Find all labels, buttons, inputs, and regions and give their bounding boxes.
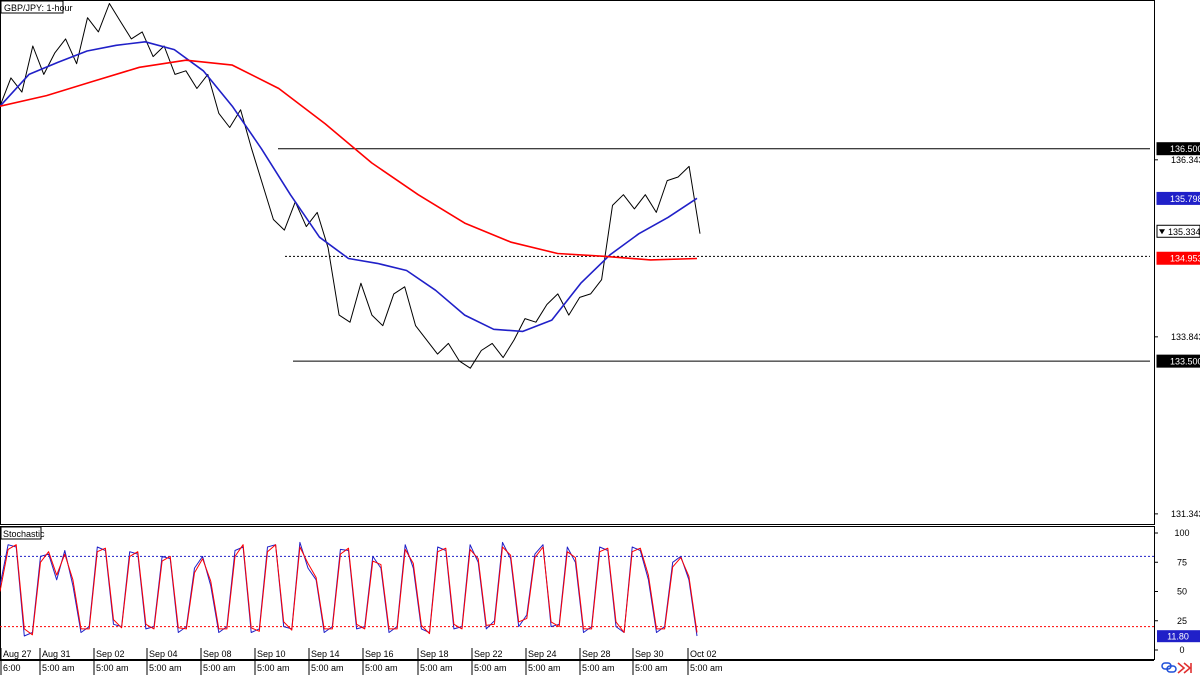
stochastic-d-line <box>0 544 698 636</box>
price-tag-1: 135.798 <box>1156 191 1200 205</box>
stochastic-axis: 100 75 50 25 0 <box>1154 528 1190 655</box>
price-tag-label: 136.500 <box>1170 144 1200 154</box>
date-axis-time-label: 5:00 am <box>582 663 615 673</box>
stochastic-axis-label: 0 <box>1179 645 1184 655</box>
stochastic-pane-title-text: Stochastic <box>3 529 45 539</box>
date-axis-label: Sep 24 <box>528 649 557 659</box>
price-axis: 136.343 133.843 131.343 <box>1154 155 1200 519</box>
date-axis-time-label: 5:00 am <box>635 663 668 673</box>
date-axis-time-label: 5:00 am <box>365 663 398 673</box>
stochastic-pane-title-box <box>0 526 42 540</box>
date-axis-time-label: 5:00 am <box>257 663 290 673</box>
stochastic-tag-label: 11.80 <box>1167 632 1189 642</box>
date-axis-label: Sep 30 <box>635 649 664 659</box>
date-axis-label: Sep 14 <box>311 649 340 659</box>
price-tag-label: 135.334 <box>1168 227 1200 237</box>
price-series-line <box>0 3 701 369</box>
link-icon[interactable] <box>1161 662 1177 673</box>
date-axis-label: Sep 18 <box>420 649 449 659</box>
price-tag-label: 134.953 <box>1170 254 1200 264</box>
price-tag-label: 133.500 <box>1170 357 1200 367</box>
price-series <box>0 3 701 369</box>
date-axis-time-label: 5:00 am <box>474 663 507 673</box>
date-axis-time-label: 5:00 am <box>149 663 182 673</box>
date-axis-label: Sep 04 <box>149 649 178 659</box>
stochastic-axis-label: 75 <box>1177 557 1187 567</box>
date-axis-label: Aug 27 <box>3 649 32 659</box>
date-axis-time-label: 5:00 am <box>420 663 453 673</box>
price-tag-2: 135.334 <box>1156 224 1200 238</box>
date-axis-time-label: 6:00 <box>3 663 21 673</box>
price-tag-4: 133.500 <box>1156 354 1200 368</box>
date-axis: Aug 27 6:00 Aug 31 5:00 am Sep 02 5:00 am Sep … <box>0 648 1154 675</box>
price-pane-border <box>0 0 1155 525</box>
stochastic-levels <box>0 555 1154 628</box>
date-axis-time-label: 5:00 am <box>528 663 561 673</box>
price-pane-title-box <box>0 0 64 14</box>
stochastic-pane-title: Stochastic <box>0 526 45 540</box>
date-axis-label: Sep 22 <box>474 649 503 659</box>
date-axis-time-label: 5:00 am <box>203 663 236 673</box>
stochastic-pane-border <box>0 526 1155 660</box>
date-axis-time-label: 5:00 am <box>690 663 723 673</box>
price-axis-label: 131.343 <box>1171 509 1200 519</box>
price-tag-label: 135.798 <box>1170 194 1200 204</box>
date-axis-label: Sep 10 <box>257 649 286 659</box>
price-pane-title: GBP/JPY: 1-hour <box>0 0 73 14</box>
price-tags: 136.500 135.798 135.334 134.953 133.500 <box>1156 142 1200 368</box>
price-axis-label: 136.343 <box>1171 155 1200 165</box>
stochastic-axis-label: 100 <box>1174 528 1189 538</box>
blue-moving-average-line <box>0 40 698 333</box>
date-axis-time-label: 5:00 am <box>42 663 75 673</box>
price-levels <box>278 148 1150 362</box>
stochastic-series <box>0 541 698 637</box>
date-axis-label: Oct 02 <box>690 649 717 659</box>
stochastic-axis-label: 25 <box>1177 616 1187 626</box>
date-axis-label: Sep 28 <box>582 649 611 659</box>
stochastic-axis-label: 50 <box>1177 587 1187 597</box>
date-axis-label: Aug 31 <box>42 649 71 659</box>
date-axis-time-label: 5:00 am <box>96 663 129 673</box>
price-tag-3: 134.953 <box>1156 251 1200 265</box>
stochastic-pane: Stochastic 100 75 50 25 0 11.80 <box>0 526 1200 660</box>
date-axis-label: Sep 08 <box>203 649 232 659</box>
date-axis-label: Sep 16 <box>365 649 394 659</box>
red-moving-average-line <box>0 59 698 261</box>
price-axis-label: 133.843 <box>1171 332 1200 342</box>
stochastic-tag-box <box>1157 630 1200 643</box>
price-pane: GBP/JPY: 1-hour 136.343 133.843 131.343 13… <box>0 0 1200 525</box>
price-tag-0: 136.500 <box>1156 142 1200 156</box>
stochastic-current-tag: 11.80 <box>1157 630 1200 643</box>
price-pane-title-text: GBP/JPY: 1-hour <box>4 3 73 13</box>
date-axis-time-label: 5:00 am <box>311 663 344 673</box>
scroll-to-end-icon[interactable] <box>1177 662 1192 674</box>
date-axis-label: Sep 02 <box>96 649 125 659</box>
